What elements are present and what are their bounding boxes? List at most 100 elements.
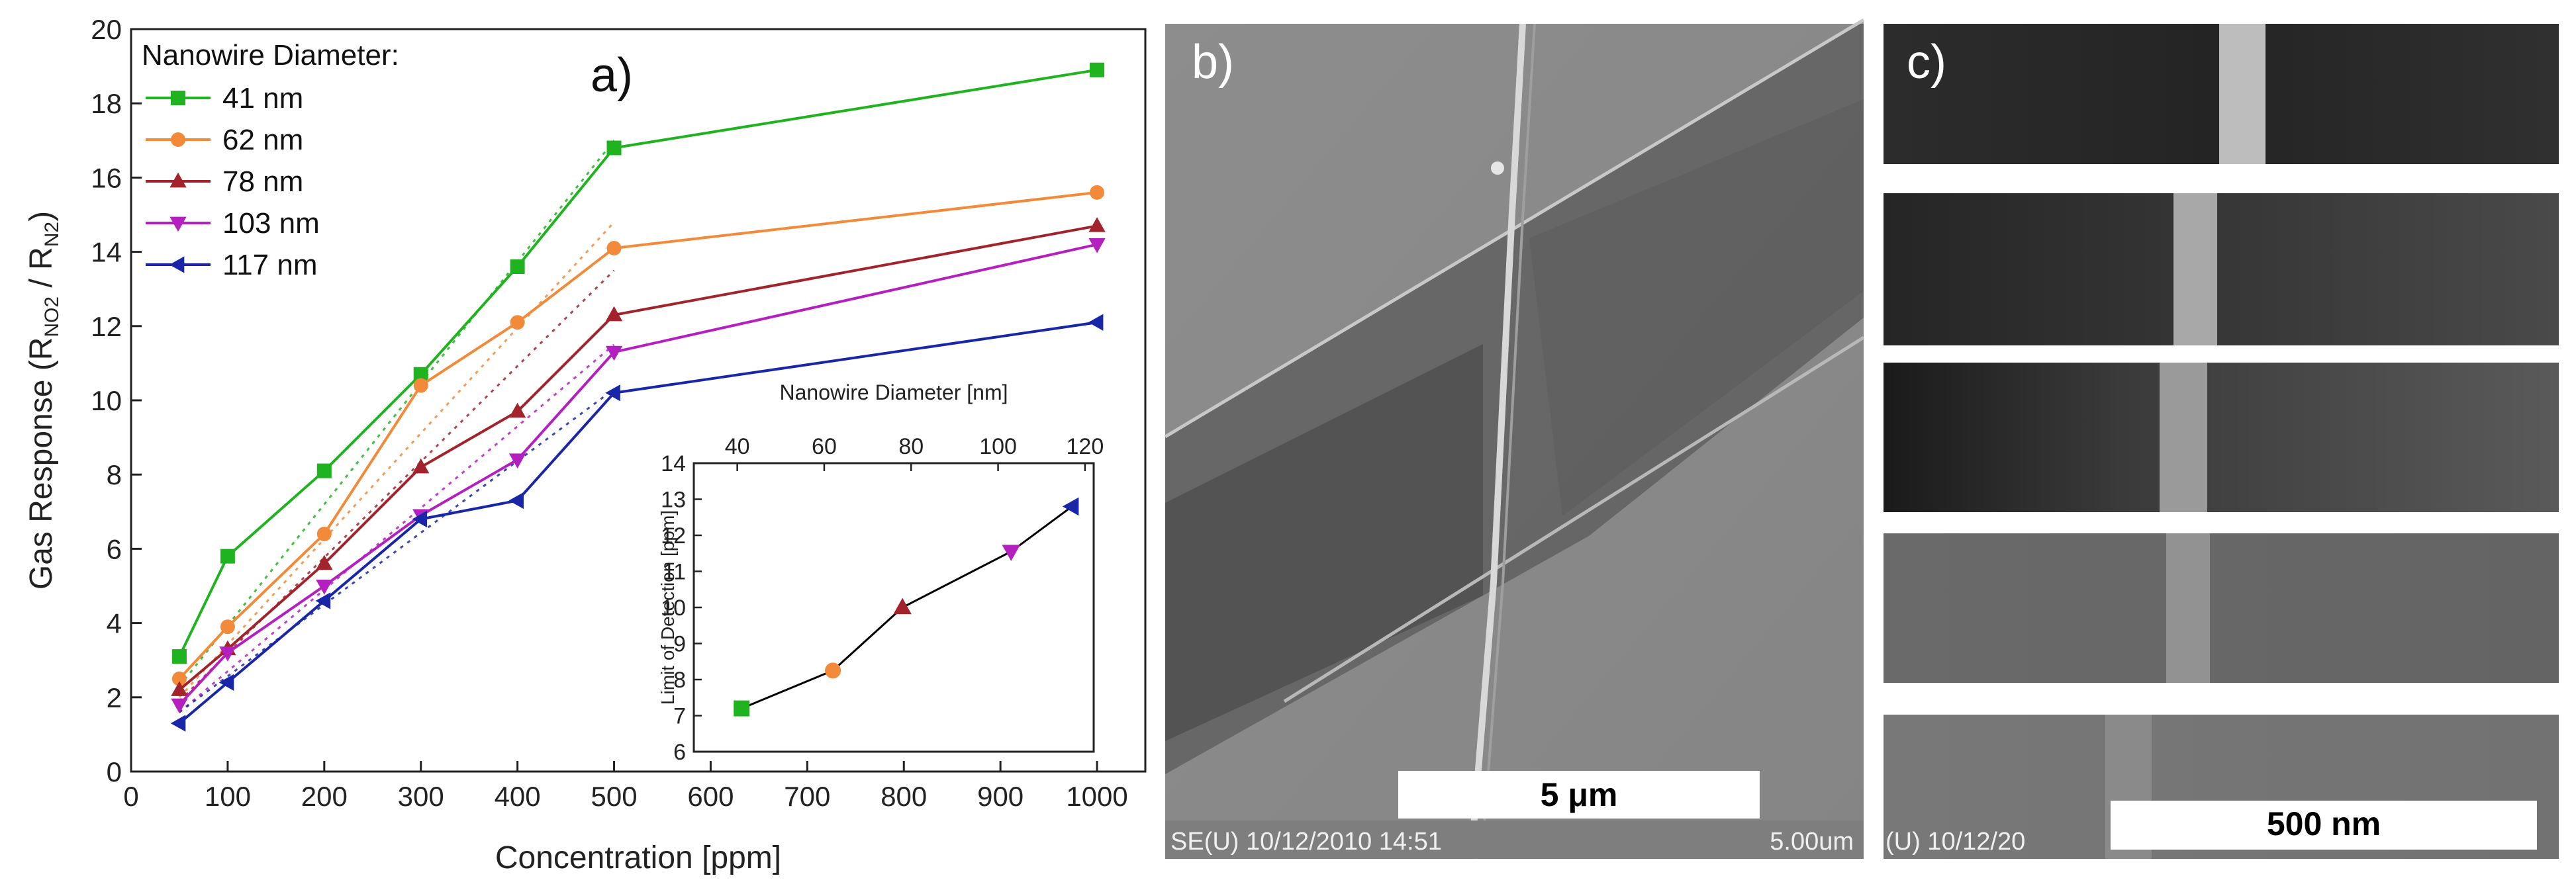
- inset-y-axis-label: Limit of Detection [ppm]: [657, 510, 678, 705]
- inset-x-tick-label: 40: [725, 434, 750, 459]
- data-point: [1088, 217, 1106, 232]
- data-point: [510, 315, 525, 330]
- y-tick-label: 6: [107, 533, 122, 564]
- inset-chart: 6 7 8 9 10 11 12 13 14 40 60 80 100 120 Nanowire Dia…: [657, 380, 1104, 765]
- x-tick-label: 400: [495, 781, 541, 812]
- sem-b-dark-band-3: [1529, 99, 1864, 516]
- data-point: [316, 463, 332, 478]
- legend-title: Nanowire Diameter:: [142, 39, 399, 71]
- sem-b-nanowire-edge: [1480, 23, 1536, 860]
- inset-y-tick-label: 9: [673, 632, 686, 657]
- inset-x-tick-label: 80: [898, 434, 924, 459]
- legend: Nanowire Diameter: 41 nm 62 nm 78 nm 103 nm…: [142, 39, 399, 281]
- data-point: [1088, 314, 1104, 331]
- y-axis-label-sub2: N2: [41, 222, 63, 247]
- sem-c-strip-3: [1884, 363, 2559, 512]
- data-point: [1088, 238, 1106, 253]
- y-tick-label: 4: [107, 608, 122, 639]
- data-point: [605, 306, 623, 322]
- x-tick-label: 1000: [1066, 781, 1127, 812]
- legend-label: 78 nm: [222, 165, 303, 198]
- x-tick-label: 100: [205, 781, 251, 812]
- x-axis-label: Concentration [ppm]: [495, 840, 781, 875]
- legend-marker: [169, 256, 185, 273]
- legend-marker: [169, 172, 187, 188]
- data-point: [508, 453, 526, 468]
- sem-c-wire-3: [2160, 363, 2207, 512]
- inset-y-tick-label: 14: [661, 451, 686, 476]
- sem-c-scale-bar-label: 500 nm: [2267, 805, 2381, 842]
- data-point: [413, 378, 428, 393]
- sem-c-strip-4: [1884, 533, 2559, 683]
- inset-data-point: [1002, 545, 1021, 561]
- sem-b-scale-bar: [1398, 771, 1760, 819]
- inset-y-tick-label: 13: [661, 488, 686, 513]
- data-point: [1090, 185, 1105, 200]
- data-point: [508, 402, 526, 418]
- x-tick-label: 900: [977, 781, 1024, 812]
- chart-panel-a: 0 2 4 6 8 10 12 14 16 18 20 0 100 200 300 400 500 600 700…: [24, 14, 1147, 875]
- inset-y-tick-label: 6: [673, 740, 686, 765]
- series-lines: [170, 62, 1106, 732]
- y-tick-label: 12: [91, 311, 122, 342]
- fit-line: [179, 388, 615, 713]
- sem-b-footer-strip: [1165, 821, 1864, 859]
- y-tick-label: 10: [91, 385, 122, 416]
- x-axis-ticks: 0 100 200 300 400 500 600 700 800 900 1000: [123, 761, 1128, 812]
- x-tick-label: 600: [687, 781, 734, 812]
- inset-x-tick-label: 120: [1067, 434, 1104, 459]
- y-axis-label-sub1: NO2: [41, 296, 63, 337]
- data-point: [606, 140, 622, 155]
- inset-data-point: [734, 700, 750, 717]
- data-point: [412, 510, 428, 528]
- y-tick-label: 2: [107, 682, 122, 713]
- data-point: [220, 619, 235, 635]
- inset-x-axis-label: Nanowire Diameter [nm]: [780, 380, 1008, 404]
- panel-label-c: c): [1907, 36, 1946, 89]
- data-point: [171, 671, 187, 686]
- inset-x-ticks: 40 60 80 100 120: [725, 434, 1104, 471]
- sem-b-footer-right: 5.00um: [1770, 828, 1854, 856]
- y-axis-label-suffix: ): [24, 211, 59, 222]
- data-point: [218, 674, 234, 691]
- inset-data-point: [1062, 497, 1079, 516]
- x-tick-label: 700: [784, 781, 830, 812]
- data-point: [510, 259, 525, 275]
- fit-line: [178, 343, 615, 713]
- inset-y-tick-label: 11: [663, 560, 686, 585]
- legend-marker: [171, 91, 185, 105]
- inset-y-tick-label: 7: [673, 704, 686, 729]
- x-tick-label: 800: [881, 781, 927, 812]
- inset-data-point: [825, 662, 841, 679]
- legend-marker: [169, 216, 187, 232]
- x-tick-label: 300: [398, 781, 444, 812]
- data-point: [605, 345, 623, 361]
- sem-b-nanowire: [1468, 23, 1526, 860]
- inset-data-point: [893, 598, 912, 615]
- data-point: [316, 580, 333, 595]
- sem-b-dark-band-2: [1165, 344, 1483, 741]
- inset-series: [734, 497, 1079, 717]
- panel-label-a: a): [591, 49, 633, 102]
- data-point: [508, 492, 524, 510]
- sem-b-particle: [1491, 161, 1504, 175]
- data-point: [1090, 62, 1105, 77]
- y-axis-label-mid: / R: [24, 247, 59, 296]
- y-axis-label-prefix: Gas Response (R: [24, 337, 59, 590]
- data-point: [171, 681, 188, 696]
- sem-c-wire-2: [2173, 193, 2217, 345]
- y-tick-label: 20: [91, 14, 122, 45]
- fit-line: [178, 269, 615, 702]
- sem-panel-c: c) 500 nm (U) 10/12/20: [1884, 24, 2559, 859]
- inset-x-tick-label: 60: [812, 434, 837, 459]
- data-point: [316, 526, 332, 541]
- y-tick-label: 14: [91, 237, 122, 268]
- sem-c-strip-2: [1884, 193, 2559, 345]
- legend-marker: [171, 132, 185, 147]
- inset-y-tick-label: 12: [661, 523, 686, 549]
- x-tick-label: 200: [301, 781, 348, 812]
- fit-lines: [178, 140, 615, 713]
- y-tick-label: 0: [107, 756, 122, 787]
- x-tick-label: 0: [123, 781, 138, 812]
